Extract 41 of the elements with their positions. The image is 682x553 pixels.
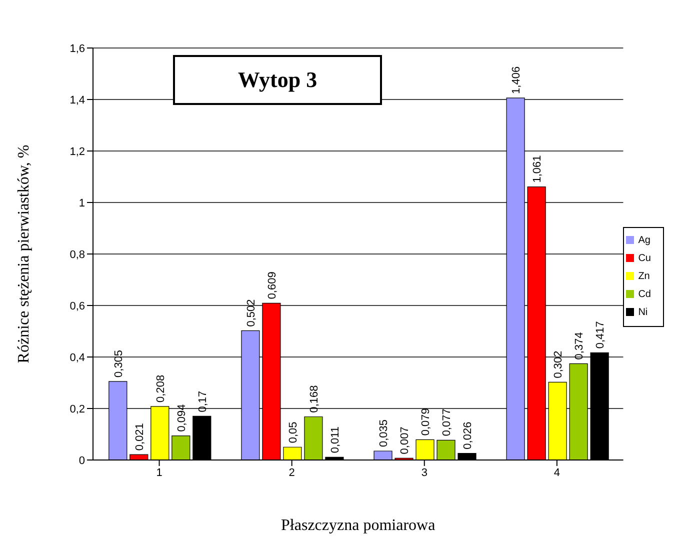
legend-label: Cu (638, 252, 651, 264)
y-tick-label: 1,2 (70, 146, 85, 158)
title-frame: Wytop 3 (173, 55, 382, 105)
x-tick-label: 3 (421, 466, 428, 479)
data-label: 0,502 (245, 299, 258, 327)
y-tick-label: 0,2 (70, 403, 85, 416)
data-label: 0,168 (308, 385, 320, 413)
data-label: 0,007 (399, 426, 412, 454)
y-tick-label: 0,6 (70, 300, 85, 312)
data-label: 0,021 (134, 423, 146, 451)
data-label: 0,05 (287, 422, 300, 444)
data-label: 0,079 (420, 408, 432, 436)
data-label: 0,035 (378, 419, 390, 447)
data-label: 0,011 (329, 426, 342, 454)
legend-label: Ag (638, 234, 650, 246)
data-label: 0,374 (574, 332, 586, 360)
data-label: 1,406 (510, 66, 523, 94)
data-label: 0,417 (594, 321, 607, 349)
data-label: 1,061 (532, 155, 544, 183)
y-tick-label: 0 (78, 454, 85, 467)
data-label: 0,208 (154, 374, 167, 402)
legend-label: Cd (638, 288, 651, 300)
y-tick-label: 1 (78, 197, 85, 210)
legend-label: Ni (638, 306, 648, 318)
data-label: 0,305 (112, 350, 125, 378)
data-label: 0,609 (266, 272, 278, 300)
x-tick-label: 1 (156, 466, 162, 479)
x-axis-title: Płaszczyzna pomiarowa (281, 517, 436, 534)
legend-label: Zn (638, 270, 650, 282)
y-tick-label: 1,6 (70, 42, 85, 55)
y-tick-label: 0,8 (70, 248, 85, 261)
y-axis-title: Różnice stężenia pierwiastków, % (16, 144, 33, 364)
x-tick-label: 2 (288, 466, 295, 479)
data-label: 0,17 (196, 390, 209, 412)
data-label: 0,026 (462, 422, 474, 450)
data-label: 0,302 (552, 350, 565, 378)
data-label: 0,077 (441, 408, 454, 436)
y-tick-label: 0,4 (70, 352, 85, 364)
y-tick-label: 1,4 (70, 94, 85, 106)
x-tick-label: 4 (554, 466, 560, 479)
data-label: 0,094 (176, 404, 188, 432)
